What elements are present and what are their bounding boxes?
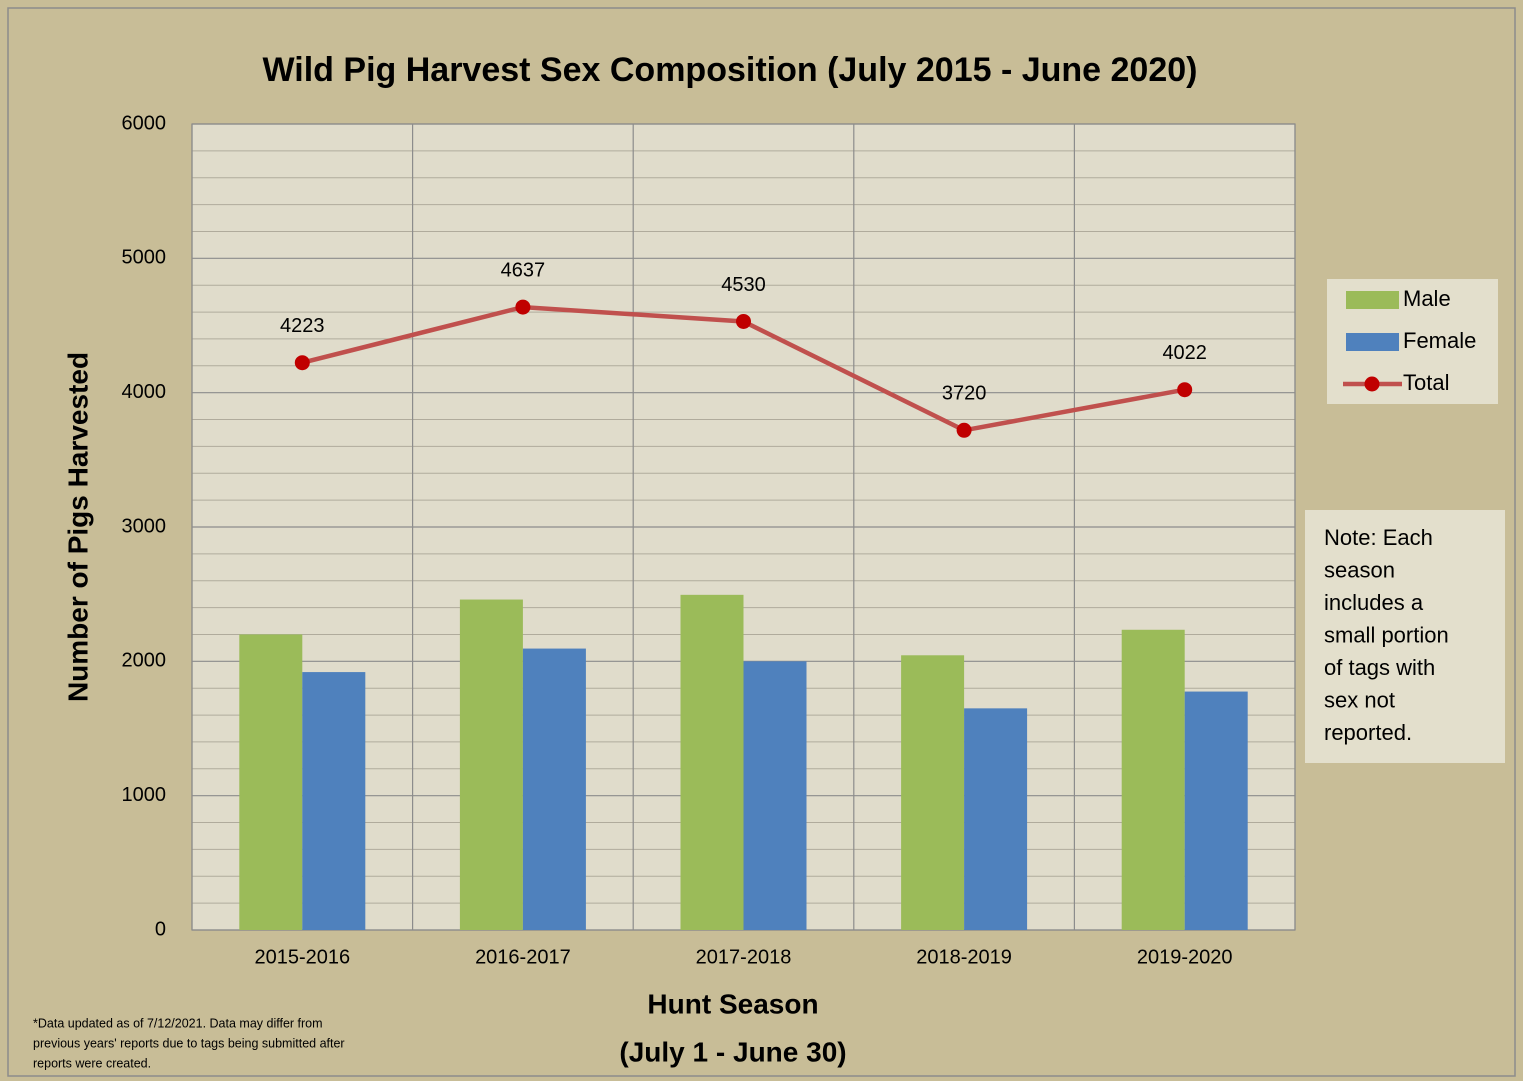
legend-marker (1364, 376, 1380, 392)
plot-layer: 0 1000 2000 3000 4000 5000 6000 2015-2016 2016-2… (122, 112, 1477, 968)
footnote: *Data updated as of 7/12/2021. Data may … (33, 1016, 323, 1030)
note-text: season (1324, 557, 1395, 582)
x-tick-label: 2019-2020 (1137, 946, 1233, 968)
note-text: reported. (1324, 720, 1412, 745)
bar (743, 661, 807, 930)
marker (1177, 382, 1193, 398)
legend-swatch (1346, 333, 1399, 351)
x-tick-label: 2018-2019 (916, 946, 1012, 968)
legend-label: Female (1403, 328, 1476, 353)
marker (736, 313, 751, 329)
bar (302, 672, 366, 930)
bar (1184, 691, 1248, 930)
data-label: 4223 (280, 315, 325, 337)
note-text: small portion (1324, 622, 1449, 647)
legend-label: Total (1403, 370, 1449, 395)
note-text: sex not (1324, 687, 1395, 712)
bar (459, 599, 523, 930)
legend-swatch (1346, 291, 1399, 309)
data-label: 4022 (1162, 342, 1207, 364)
y-tick-label: 0 (155, 918, 166, 940)
x-axis-label: Hunt Season (647, 988, 818, 1019)
y-tick-label: 2000 (122, 650, 167, 672)
data-label: 4530 (721, 274, 766, 296)
bar (522, 648, 586, 930)
note-text: includes a (1324, 590, 1424, 615)
y-axis-label: Number of Pigs Harvested (62, 352, 93, 702)
note-text: Note: Each (1324, 525, 1433, 550)
bar (964, 708, 1028, 930)
x-tick-label: 2017-2018 (696, 946, 792, 968)
bar (680, 594, 744, 930)
note-text: of tags with (1324, 655, 1435, 680)
marker (956, 422, 972, 438)
footnote: previous years' reports due to tags bein… (33, 1036, 345, 1050)
chart-title: Wild Pig Harvest Sex Composition (July 2… (263, 51, 1198, 89)
y-tick-label: 6000 (122, 112, 167, 134)
note-box (1305, 510, 1505, 763)
marker (294, 355, 310, 371)
x-tick-label: 2016-2017 (475, 946, 571, 968)
legend-label: Male (1403, 286, 1451, 311)
bar (901, 655, 965, 930)
y-tick-label: 3000 (122, 515, 167, 537)
y-tick-label: 4000 (122, 381, 167, 403)
data-label: 3720 (942, 383, 987, 405)
data-label: 4637 (501, 259, 546, 281)
y-tick-label: 1000 (122, 784, 167, 806)
bar (239, 634, 303, 930)
x-tick-label: 2015-2016 (254, 946, 350, 968)
x-axis-label: (July 1 - June 30) (619, 1036, 846, 1067)
bar (1121, 629, 1185, 930)
footnote: reports were created. (33, 1056, 151, 1070)
y-tick-label: 5000 (122, 247, 167, 269)
marker (515, 299, 531, 315)
